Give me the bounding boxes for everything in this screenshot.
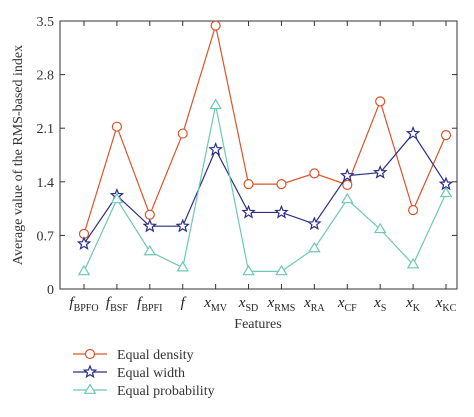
y-tick-label: 2.1 bbox=[37, 122, 55, 137]
x-tick-label: xSD bbox=[238, 295, 258, 314]
data-point bbox=[373, 222, 387, 234]
y-tick-label: 0.7 bbox=[37, 229, 55, 244]
x-ticks: fBPFO fBSF fBPFI f xMV xSD xRMS xRA xCF xS xK xKC bbox=[69, 21, 457, 314]
category-subscript: S bbox=[381, 303, 387, 314]
data-point bbox=[76, 236, 92, 251]
plot-frame bbox=[59, 20, 458, 290]
series-circle bbox=[78, 20, 452, 239]
x-tick-label: fBPFI bbox=[137, 295, 162, 314]
category-base: x bbox=[435, 295, 443, 311]
x-tick-label: xCF bbox=[337, 295, 357, 314]
data-point bbox=[175, 218, 190, 233]
category-base: x bbox=[405, 295, 413, 311]
category-base: f bbox=[106, 295, 112, 311]
legend-marker bbox=[83, 383, 97, 394]
category-subscript: RA bbox=[311, 303, 326, 314]
data-point bbox=[340, 168, 355, 182]
data-point bbox=[276, 178, 287, 190]
series-line bbox=[83, 105, 447, 272]
x-tick-label: xKC bbox=[435, 295, 457, 314]
category-subscript: CF bbox=[344, 303, 357, 314]
category-base: x bbox=[337, 295, 345, 311]
data-point bbox=[208, 141, 223, 156]
data-point bbox=[405, 125, 421, 140]
category-base: f bbox=[181, 295, 187, 311]
category-subscript: BSF bbox=[110, 303, 128, 314]
x-axis-title: Features bbox=[234, 317, 281, 332]
category-base: x bbox=[373, 295, 381, 311]
category-base: x bbox=[203, 295, 211, 311]
data-point bbox=[77, 264, 91, 276]
data-point bbox=[406, 257, 420, 269]
category-base: x bbox=[238, 295, 246, 311]
legend-marker bbox=[82, 364, 98, 379]
category-subscript: K bbox=[413, 303, 421, 314]
data-point bbox=[375, 96, 386, 107]
category-subscript: KC bbox=[442, 303, 456, 314]
category-subscript: BPFO bbox=[74, 303, 99, 314]
category-base: f bbox=[137, 295, 143, 311]
data-point bbox=[307, 216, 322, 231]
data-point bbox=[275, 264, 288, 276]
x-tick-label: xRMS bbox=[267, 295, 296, 314]
data-point bbox=[308, 241, 321, 253]
y-ticks: 0 0.7 1.4 2.1 2.8 3.5 bbox=[37, 15, 457, 298]
data-point bbox=[439, 186, 453, 198]
category-base: f bbox=[69, 295, 75, 311]
legend-label: Equal width bbox=[117, 366, 185, 381]
y-tick-label: 0 bbox=[47, 283, 54, 298]
series-triangle bbox=[77, 98, 453, 276]
category-subscript: MV bbox=[211, 303, 228, 314]
x-tick-label: xK bbox=[405, 295, 421, 314]
data-point bbox=[372, 164, 388, 179]
x-tick-label: xS bbox=[373, 295, 386, 314]
data-point bbox=[143, 244, 157, 256]
data-point bbox=[209, 98, 222, 110]
category-base: x bbox=[303, 295, 311, 311]
y-axis-title: Average value of the RMS-based index bbox=[11, 45, 26, 265]
data-point bbox=[342, 179, 353, 190]
series-layer bbox=[76, 20, 454, 276]
x-tick-label: xRA bbox=[303, 295, 325, 314]
data-point bbox=[309, 168, 320, 179]
data-point bbox=[241, 204, 256, 219]
x-tick-label: f bbox=[181, 295, 187, 311]
y-tick-label: 1.4 bbox=[37, 176, 55, 191]
legend-marker bbox=[84, 348, 96, 360]
series-star bbox=[76, 125, 454, 251]
series-line bbox=[83, 132, 447, 245]
category-subscript: BPFI bbox=[141, 303, 162, 314]
data-point bbox=[274, 204, 289, 219]
data-point bbox=[110, 192, 124, 204]
legend-label: Equal density bbox=[117, 348, 194, 363]
data-point bbox=[440, 129, 452, 141]
y-tick-label: 3.5 bbox=[37, 15, 55, 30]
data-point bbox=[142, 218, 158, 233]
category-base: x bbox=[267, 295, 275, 311]
data-point bbox=[242, 264, 255, 276]
x-tick-label: xMV bbox=[203, 295, 228, 314]
category-subscript: SD bbox=[245, 303, 258, 314]
data-point bbox=[210, 20, 221, 31]
data-point bbox=[407, 205, 419, 216]
data-point bbox=[243, 178, 254, 190]
legend: Equal density Equal width Equal probabilit… bbox=[73, 348, 215, 399]
legend-label: Equal probability bbox=[117, 384, 215, 399]
data-point bbox=[144, 209, 155, 220]
x-tick-label: fBPFO bbox=[69, 295, 98, 314]
category-subscript: RMS bbox=[274, 303, 295, 314]
y-tick-label: 2.8 bbox=[37, 69, 55, 84]
series-line bbox=[83, 25, 447, 235]
data-point bbox=[176, 260, 190, 272]
x-tick-label: fBSF bbox=[106, 295, 128, 314]
data-point bbox=[340, 192, 354, 204]
data-point bbox=[177, 128, 188, 139]
data-point bbox=[111, 121, 123, 132]
